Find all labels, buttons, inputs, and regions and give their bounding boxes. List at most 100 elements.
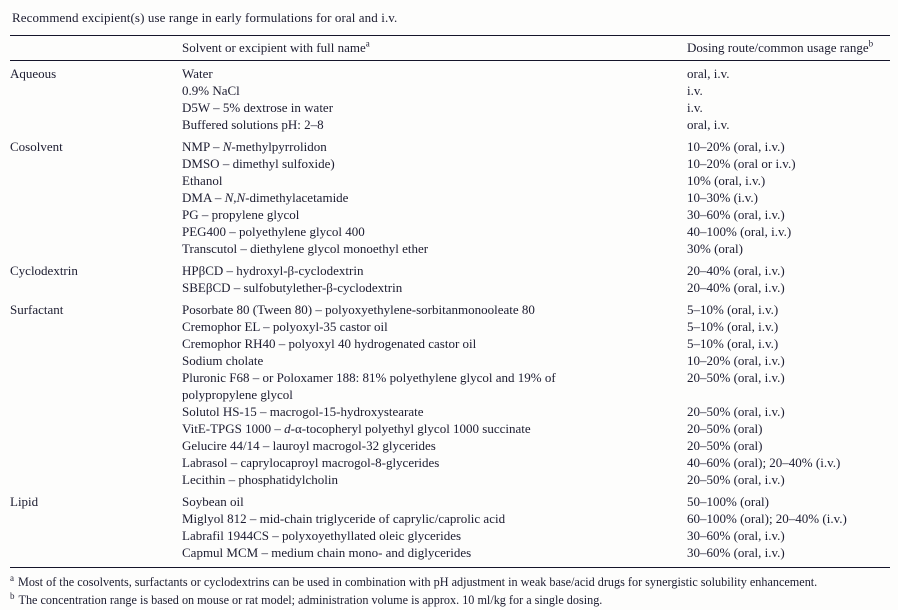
footnotes: a Most of the cosolvents, surfactants or …: [10, 568, 890, 609]
table-row: Buffered solutions pH: 2–8 oral, i.v.: [182, 116, 890, 133]
solvent-name-cell: Cremophor RH40 – polyoxyl 40 hydrogenate…: [182, 336, 477, 351]
solvent-name-cell: 0.9% NaCl: [182, 83, 240, 98]
solvent-name-cell: VitE-TPGS 1000 – d-α-tocopheryl polyethy…: [182, 421, 531, 436]
section-rows: Soybean oil 50–100% (oral) Miglyol 812 – m…: [182, 493, 890, 561]
dosing-header-label: Dosing route/common usage range: [687, 40, 869, 55]
section-rows: Posorbate 80 (Tween 80) – polyoxyethylen…: [182, 301, 890, 488]
table-section: Surfactant Posorbate 80 (Tween 80) – poly…: [10, 301, 890, 488]
table-section: Aqueous Water oral, i.v. 0.9% NaCl i.v. D5W –…: [10, 65, 890, 133]
table-row: 0.9% NaCl i.v.: [182, 82, 890, 99]
dosing-range-cell: 10–20% (oral, i.v.): [687, 353, 785, 368]
solvent-header-footnote-marker: a: [365, 38, 370, 49]
table-section: Cyclodextrin HPβCD – hydroxyl-β-cyclodext…: [10, 262, 890, 296]
table-row: DMSO – dimethyl sulfoxide) 10–20% (oral o…: [182, 155, 890, 172]
solvent-name-cell: HPβCD – hydroxyl-β-cyclodextrin: [182, 263, 364, 278]
solvent-name-cell: Pluronic F68 – or Poloxamer 188: 81% pol…: [182, 370, 556, 402]
solvent-name-cell: Cremophor EL – polyoxyl-35 castor oil: [182, 319, 388, 334]
table-row: Capmul MCM – medium chain mono- and digl…: [182, 544, 890, 561]
table-row: D5W – 5% dextrose in water i.v.: [182, 99, 890, 116]
table-row: Lecithin – phosphatidylcholin 20–50% (ora…: [182, 471, 890, 488]
column-header-solvent: Solvent or excipient with full namea: [182, 38, 687, 56]
column-header-dosing: Dosing route/common usage rangeb: [687, 38, 890, 56]
dosing-range-cell: 40–60% (oral); 20–40% (i.v.): [687, 455, 841, 470]
table-row: Miglyol 812 – mid-chain triglyceride of …: [182, 510, 890, 527]
dosing-range-cell: 20–40% (oral, i.v.): [687, 280, 785, 295]
solvent-name-cell: Capmul MCM – medium chain mono- and digl…: [182, 545, 472, 560]
top-rule: [10, 35, 890, 36]
category-column-spacer: [10, 40, 182, 56]
dosing-header-footnote-marker: b: [868, 38, 874, 49]
solvent-header-label: Solvent or excipient with full name: [182, 40, 366, 55]
dosing-range-cell: 30% (oral): [687, 241, 743, 256]
solvent-name-cell: SBEβCD – sulfobutylether-β-cyclodextrin: [182, 280, 403, 295]
table-row: Water oral, i.v.: [182, 65, 890, 82]
dosing-range-cell: 20–50% (oral): [687, 438, 763, 453]
footnote-marker: b: [10, 590, 15, 601]
table-row: Labrasol – caprylocaproyl macrogol-8-gly…: [182, 454, 890, 471]
solvent-name-cell: Gelucire 44/14 – lauroyl macrogol-32 gly…: [182, 438, 436, 453]
dosing-range-cell: 20–40% (oral, i.v.): [687, 263, 785, 278]
solvent-name-cell: Transcutol – diethylene glycol monoethyl…: [182, 241, 429, 256]
solvent-name-cell: Lecithin – phosphatidylcholin: [182, 472, 338, 487]
solvent-name-cell: DMA – N,N-dimethylacetamide: [182, 190, 349, 205]
solvent-name-cell: PG – propylene glycol: [182, 207, 300, 222]
footnote-marker: a: [10, 572, 14, 583]
solvent-name-cell: Miglyol 812 – mid-chain triglyceride of …: [182, 511, 506, 526]
category-label: Surfactant: [10, 302, 64, 317]
section-rows: Water oral, i.v. 0.9% NaCl i.v. D5W – 5% dex…: [182, 65, 890, 133]
dosing-range-cell: 20–50% (oral, i.v.): [687, 404, 785, 419]
section-rows: HPβCD – hydroxyl-β-cyclodextrin 20–40% (o…: [182, 262, 890, 296]
table-row: Cremophor RH40 – polyoxyl 40 hydrogenate…: [182, 335, 890, 352]
table-row: PG – propylene glycol 30–60% (oral, i.v.): [182, 206, 890, 223]
dosing-range-cell: 5–10% (oral, i.v.): [687, 319, 779, 334]
table-row: Sodium cholate 10–20% (oral, i.v.): [182, 352, 890, 369]
dosing-range-cell: 30–60% (oral, i.v.): [687, 528, 785, 543]
footnote: b The concentration range is based on mou…: [10, 590, 603, 607]
solvent-name-cell: Ethanol: [182, 173, 223, 188]
solvent-name-cell: Posorbate 80 (Tween 80) – polyoxyethylen…: [182, 302, 535, 317]
dosing-range-cell: 10% (oral, i.v.): [687, 173, 766, 188]
solvent-name-cell: Soybean oil: [182, 494, 244, 509]
dosing-range-cell: 30–60% (oral, i.v.): [687, 207, 785, 222]
table-caption: Recommend excipient(s) use range in earl…: [12, 10, 398, 25]
category-label: Cosolvent: [10, 139, 63, 154]
dosing-range-cell: 10–30% (i.v.): [687, 190, 759, 205]
dosing-range-cell: 20–50% (oral, i.v.): [687, 370, 785, 385]
dosing-range-cell: 60–100% (oral); 20–40% (i.v.): [687, 511, 847, 526]
dosing-range-cell: 5–10% (oral, i.v.): [687, 336, 779, 351]
category-label: Aqueous: [10, 66, 57, 81]
table-section: Lipid Soybean oil 50–100% (oral) Miglyol 81…: [10, 493, 890, 561]
table-row: Pluronic F68 – or Poloxamer 188: 81% pol…: [182, 369, 890, 403]
table-row: NMP – N-methylpyrrolidon 10–20% (oral, i.…: [182, 138, 890, 155]
table-row: Transcutol – diethylene glycol monoethyl…: [182, 240, 890, 257]
table-row: Posorbate 80 (Tween 80) – polyoxyethylen…: [182, 301, 890, 318]
section-rows: NMP – N-methylpyrrolidon 10–20% (oral, i.…: [182, 138, 890, 257]
solvent-name-cell: Sodium cholate: [182, 353, 264, 368]
dosing-range-cell: 10–20% (oral, i.v.): [687, 139, 785, 154]
dosing-range-cell: 40–100% (oral, i.v.): [687, 224, 792, 239]
dosing-range-cell: 10–20% (oral or i.v.): [687, 156, 796, 171]
dosing-range-cell: 5–10% (oral, i.v.): [687, 302, 779, 317]
solvent-name-cell: Labrasol – caprylocaproyl macrogol-8-gly…: [182, 455, 440, 470]
table-row: HPβCD – hydroxyl-β-cyclodextrin 20–40% (o…: [182, 262, 890, 279]
dosing-range-cell: 20–50% (oral): [687, 421, 763, 436]
dosing-range-cell: 30–60% (oral, i.v.): [687, 545, 785, 560]
table-row: VitE-TPGS 1000 – d-α-tocopheryl polyethy…: [182, 420, 890, 437]
table-row: Ethanol 10% (oral, i.v.): [182, 172, 890, 189]
dosing-range-cell: 20–50% (oral, i.v.): [687, 472, 785, 487]
bottom-rule: [10, 567, 890, 568]
solvent-name-cell: Solutol HS-15 – macrogol-15-hydroxystear…: [182, 404, 424, 419]
table-row: Labrafil 1944CS – polyxoyethyllated olei…: [182, 527, 890, 544]
solvent-name-cell: NMP – N-methylpyrrolidon: [182, 139, 327, 154]
table-row: Soybean oil 50–100% (oral): [182, 493, 890, 510]
solvent-name-cell: Labrafil 1944CS – polyxoyethyllated olei…: [182, 528, 462, 543]
solvent-name-cell: DMSO – dimethyl sulfoxide): [182, 156, 335, 171]
table-row: Gelucire 44/14 – lauroyl macrogol-32 gly…: [182, 437, 890, 454]
header-rule: [10, 60, 890, 61]
table-header-row: Solvent or excipient with full namea Dos…: [10, 36, 890, 60]
category-label: Lipid: [10, 494, 39, 509]
table-row: Cremophor EL – polyoxyl-35 castor oil 5–1…: [182, 318, 890, 335]
solvent-name-cell: PEG400 – polyethylene glycol 400: [182, 224, 365, 239]
table-row: Solutol HS-15 – macrogol-15-hydroxystear…: [182, 403, 890, 420]
